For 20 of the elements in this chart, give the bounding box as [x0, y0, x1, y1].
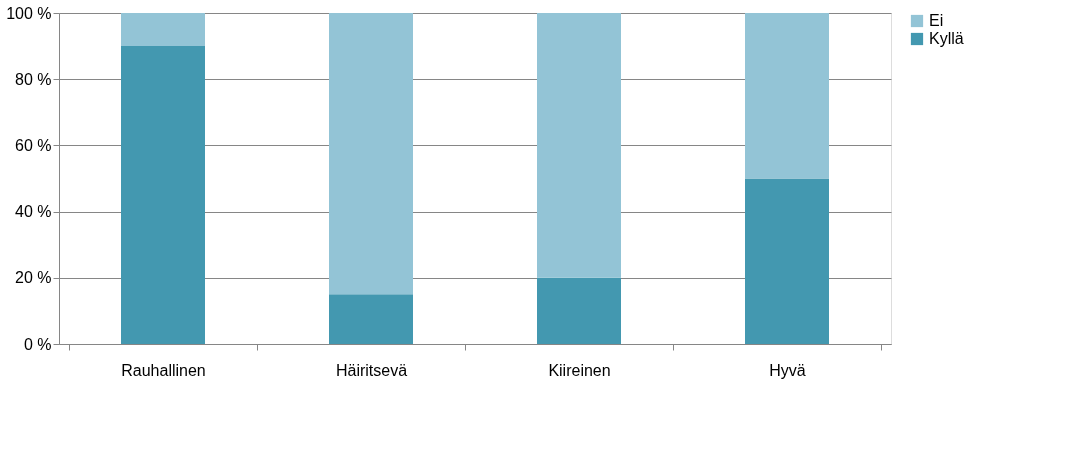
bar: [537, 13, 621, 278]
y-tick-label: 20 %: [15, 269, 52, 287]
bar: [745, 178, 829, 344]
y-tick-label: 0 %: [23, 335, 52, 353]
x-tick-label: Hyvä: [769, 361, 806, 379]
x-tick-label: Häiritsevä: [335, 361, 408, 379]
bar: [121, 13, 205, 47]
bar: [537, 277, 621, 344]
x-tick-label: Kiireinen: [548, 361, 611, 379]
legend-label: Ei: [929, 12, 944, 29]
y-tick-label: 60 %: [15, 136, 52, 154]
bar: [121, 46, 205, 344]
bar: [329, 294, 413, 344]
y-tick-label: 40 %: [15, 203, 52, 221]
legend-label: Kyllä: [929, 30, 964, 47]
x-tick-label: Rauhallinen: [121, 361, 206, 379]
bar: [329, 13, 413, 295]
bar: [745, 13, 829, 179]
y-tick-label: 100 %: [6, 4, 52, 22]
y-tick-label: 80 %: [15, 70, 52, 88]
